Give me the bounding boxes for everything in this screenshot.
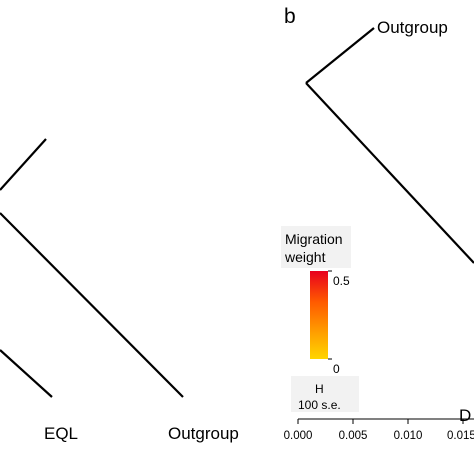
drift-axis-tick-label-2: 0.010	[394, 430, 423, 442]
legend-color-bar	[310, 271, 328, 359]
se-scale-text: 100 s.e.	[298, 398, 341, 412]
panel-a-branch-upper	[0, 139, 46, 190]
panel-b-letter: b	[284, 5, 296, 28]
panel-a-label-outgroup: Outgroup	[168, 424, 239, 443]
panel-b-label-outgroup: Outgroup	[377, 18, 448, 37]
panel-a-label-eql: EQL	[44, 424, 78, 443]
migration-legend: Migration weight 0.5 0	[281, 226, 351, 376]
legend-title-line2: weight	[284, 249, 326, 265]
panel-b-branch-outgroup	[306, 28, 374, 83]
drift-axis-tick-label-0: 0.000	[284, 430, 313, 442]
drift-axis-tick-label-1: 0.005	[339, 430, 368, 442]
se-scale: H 100 s.e.	[291, 376, 359, 412]
legend-max-label: 0.5	[333, 274, 350, 288]
drift-axis-tick-label-3: 0.015	[447, 430, 474, 442]
legend-title-line1: Migration	[285, 231, 343, 247]
se-scale-h-label: H	[315, 382, 324, 396]
panel-a-tree	[0, 139, 183, 397]
panel-a-branch-eql	[0, 350, 52, 397]
drift-axis: 0.000 0.005 0.010 0.015	[284, 419, 474, 442]
panel-b-label-d: D	[459, 406, 471, 425]
legend-min-label: 0	[333, 362, 340, 376]
panel-a-branch-outgroup	[0, 213, 183, 397]
